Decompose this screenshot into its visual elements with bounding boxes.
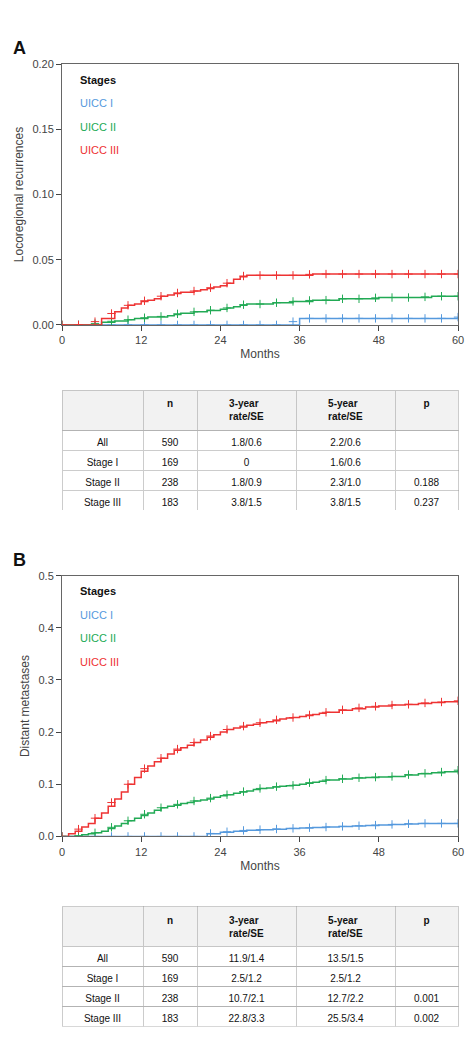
svg-text:0.10: 0.10 (32, 188, 53, 200)
svg-text:p: p (423, 915, 429, 926)
svg-text:Stages: Stages (80, 585, 116, 597)
svg-text:169: 169 (162, 457, 179, 468)
svg-text:UICC I: UICC I (80, 97, 113, 109)
svg-text:Stage III: Stage III (84, 1013, 121, 1024)
svg-text:10.7/2.1: 10.7/2.1 (228, 993, 265, 1004)
svg-text:22.8/3.3: 22.8/3.3 (228, 1013, 265, 1024)
svg-text:60: 60 (452, 846, 464, 858)
svg-text:36: 36 (293, 846, 305, 858)
svg-text:13.5/1.5: 13.5/1.5 (327, 953, 364, 964)
svg-text:0.0: 0.0 (39, 830, 54, 842)
svg-text:0.5: 0.5 (39, 570, 54, 582)
svg-text:24: 24 (214, 334, 226, 346)
svg-text:5-yearrate/SE: 5-yearrate/SE (328, 398, 363, 422)
svg-text:3-yearrate/SE: 3-yearrate/SE (229, 398, 264, 422)
svg-text:12: 12 (135, 846, 147, 858)
svg-text:2.5/1.2: 2.5/1.2 (330, 973, 361, 984)
svg-text:All: All (97, 437, 108, 448)
svg-text:UICC III: UICC III (80, 144, 119, 156)
svg-text:Stage II: Stage II (85, 477, 119, 488)
svg-text:11.9/1.4: 11.9/1.4 (229, 953, 265, 964)
svg-text:0.4: 0.4 (39, 622, 54, 634)
svg-text:24: 24 (214, 846, 226, 858)
svg-text:Months: Months (240, 859, 279, 873)
svg-text:n: n (167, 398, 173, 409)
svg-text:0.188: 0.188 (414, 477, 439, 488)
svg-text:Distant metastases: Distant metastases (18, 655, 32, 757)
svg-text:B: B (13, 550, 26, 570)
svg-text:0.05: 0.05 (32, 254, 53, 266)
svg-text:1.8/0.6: 1.8/0.6 (231, 437, 262, 448)
svg-text:n: n (167, 915, 173, 926)
svg-text:All: All (97, 953, 108, 964)
svg-text:p: p (423, 398, 429, 409)
svg-text:1.8/0.9: 1.8/0.9 (231, 477, 262, 488)
svg-text:Stage II: Stage II (85, 993, 119, 1004)
svg-text:12.7/2.2: 12.7/2.2 (327, 993, 364, 1004)
svg-text:0.00: 0.00 (32, 319, 53, 331)
svg-text:25.5/3.4: 25.5/3.4 (327, 1013, 364, 1024)
svg-text:3.8/1.5: 3.8/1.5 (231, 497, 262, 508)
svg-text:183: 183 (162, 1013, 179, 1024)
svg-text:2.2/0.6: 2.2/0.6 (330, 437, 361, 448)
svg-text:0.3: 0.3 (39, 674, 54, 686)
svg-text:Stage III: Stage III (84, 497, 121, 508)
svg-text:0.002: 0.002 (414, 1013, 439, 1024)
svg-text:3-yearrate/SE: 3-yearrate/SE (229, 915, 264, 939)
svg-text:238: 238 (162, 993, 179, 1004)
svg-text:60: 60 (452, 334, 464, 346)
svg-text:183: 183 (162, 497, 179, 508)
svg-text:2.5/1.2: 2.5/1.2 (231, 973, 262, 984)
svg-text:0.237: 0.237 (414, 497, 439, 508)
svg-text:590: 590 (162, 953, 179, 964)
svg-text:UICC III: UICC III (80, 656, 119, 668)
svg-text:Stage I: Stage I (87, 973, 119, 984)
svg-text:2.3/1.0: 2.3/1.0 (330, 477, 361, 488)
svg-text:0: 0 (244, 457, 250, 468)
svg-text:5-yearrate/SE: 5-yearrate/SE (328, 915, 363, 939)
svg-text:UICC I: UICC I (80, 609, 113, 621)
svg-text:0: 0 (59, 334, 65, 346)
svg-text:0.2: 0.2 (39, 726, 54, 738)
svg-text:0.20: 0.20 (32, 58, 53, 70)
svg-text:0.1: 0.1 (39, 778, 54, 790)
svg-text:UICC II: UICC II (80, 121, 116, 133)
svg-text:3.8/1.5: 3.8/1.5 (330, 497, 361, 508)
svg-text:Stage I: Stage I (87, 457, 119, 468)
svg-text:238: 238 (162, 477, 179, 488)
svg-text:0.15: 0.15 (32, 123, 53, 135)
svg-text:12: 12 (135, 334, 147, 346)
svg-text:48: 48 (373, 846, 385, 858)
svg-text:48: 48 (373, 334, 385, 346)
svg-text:A: A (13, 38, 26, 58)
svg-text:36: 36 (293, 334, 305, 346)
svg-text:590: 590 (162, 437, 179, 448)
svg-text:1.6/0.6: 1.6/0.6 (330, 457, 361, 468)
svg-text:0.001: 0.001 (414, 993, 439, 1004)
svg-text:0: 0 (59, 846, 65, 858)
svg-text:UICC II: UICC II (80, 632, 116, 644)
svg-text:Months: Months (240, 347, 279, 361)
svg-text:169: 169 (162, 973, 179, 984)
svg-text:Locoregional recurrences: Locoregional recurrences (12, 127, 26, 262)
svg-text:Stages: Stages (80, 74, 116, 86)
